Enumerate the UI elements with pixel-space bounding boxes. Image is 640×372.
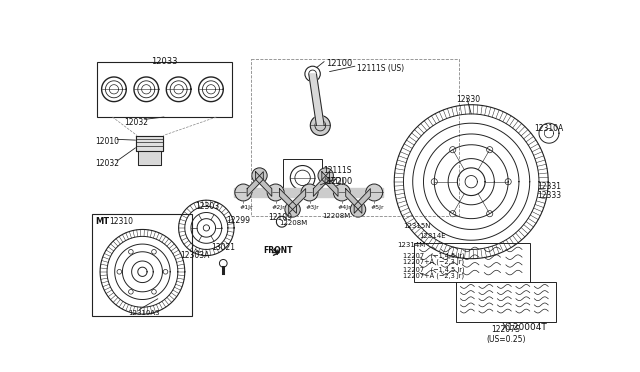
Bar [251, 58, 459, 217]
Polygon shape [138, 151, 161, 165]
Polygon shape [314, 172, 330, 196]
Text: 12310: 12310 [109, 217, 133, 226]
Text: FRONT: FRONT [263, 246, 293, 256]
Polygon shape [346, 189, 362, 213]
Text: 12208M: 12208M [322, 212, 350, 218]
Text: 12207S
(US=0.25): 12207S (US=0.25) [486, 325, 525, 344]
Text: 12207+A (−2,3 Jr): 12207+A (−2,3 Jr) [403, 273, 465, 279]
Circle shape [310, 115, 330, 135]
Polygon shape [255, 172, 272, 196]
Polygon shape [234, 188, 383, 197]
Bar [414, 243, 530, 282]
Text: 12032: 12032 [95, 158, 120, 168]
Text: #2Jr: #2Jr [272, 205, 285, 210]
Text: 12033: 12033 [151, 57, 177, 66]
Text: 12315N: 12315N [403, 223, 431, 229]
Text: 13021: 13021 [211, 243, 235, 252]
Text: #4Jr: #4Jr [338, 205, 352, 210]
Polygon shape [280, 189, 296, 213]
Polygon shape [289, 189, 306, 213]
Text: 12207+A (−2,3 Jr): 12207+A (−2,3 Jr) [403, 259, 465, 265]
Text: 12109: 12109 [268, 212, 292, 221]
Text: 12100: 12100 [326, 58, 353, 67]
Circle shape [235, 184, 252, 201]
Text: 12303: 12303 [196, 202, 220, 212]
Text: 12299: 12299 [227, 216, 250, 225]
Text: 12310A: 12310A [534, 124, 564, 133]
Text: 12310A3: 12310A3 [128, 310, 159, 315]
Circle shape [285, 202, 300, 217]
Bar [284, 158, 322, 197]
Text: #1Jr: #1Jr [239, 205, 253, 210]
Bar [456, 282, 556, 322]
Circle shape [267, 184, 284, 201]
Circle shape [350, 202, 365, 217]
Text: 12200: 12200 [326, 177, 353, 186]
Text: 12207   (−1,4,5 Jr): 12207 (−1,4,5 Jr) [403, 266, 465, 273]
Polygon shape [247, 172, 263, 196]
Text: 12032: 12032 [124, 118, 148, 127]
Polygon shape [136, 135, 163, 151]
Text: 12330: 12330 [456, 95, 480, 104]
Text: 12303A: 12303A [180, 251, 209, 260]
Text: 12333: 12333 [538, 191, 561, 200]
Text: #5Jr: #5Jr [371, 205, 384, 210]
Text: 12010: 12010 [95, 137, 120, 146]
Text: 12331: 12331 [538, 182, 561, 191]
Circle shape [144, 153, 155, 163]
Text: 12314E: 12314E [419, 232, 445, 238]
Text: MT: MT [95, 217, 109, 226]
Text: 12111S (US): 12111S (US) [357, 64, 404, 73]
Bar [92, 214, 193, 316]
Polygon shape [308, 74, 324, 125]
Text: #3Jr: #3Jr [306, 205, 319, 210]
Polygon shape [354, 189, 371, 213]
Text: 12314M: 12314M [397, 242, 426, 248]
Circle shape [333, 184, 350, 201]
Text: 12208M: 12208M [279, 220, 307, 226]
Circle shape [318, 168, 333, 183]
Text: 12207   (−1,4,5 Jr): 12207 (−1,4,5 Jr) [403, 253, 465, 259]
Text: X120004T: X120004T [502, 323, 547, 332]
Bar [97, 62, 232, 117]
Polygon shape [322, 172, 338, 196]
Circle shape [301, 184, 318, 201]
Circle shape [252, 168, 267, 183]
Circle shape [365, 184, 383, 201]
Text: 12111S
(STD): 12111S (STD) [323, 166, 352, 186]
